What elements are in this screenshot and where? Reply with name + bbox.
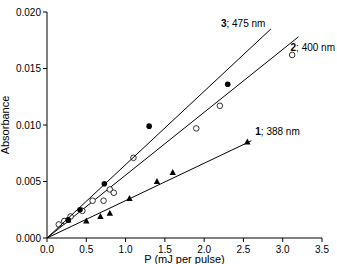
y-tick (43, 68, 47, 69)
y-tick-label: 0.020 (16, 7, 41, 18)
fit-line (47, 29, 271, 238)
point (126, 195, 132, 201)
point (77, 207, 83, 213)
point (90, 198, 96, 204)
fit-line (47, 37, 298, 238)
y-tick-label: 0.015 (16, 63, 41, 74)
y-tick (43, 238, 47, 239)
x-tick (282, 238, 283, 242)
x-axis-label: P (mJ per pulse) (144, 253, 225, 264)
x-tick-label: 3.5 (315, 244, 329, 255)
x-tick-label: 1.0 (119, 244, 133, 255)
fit-line (47, 141, 251, 238)
x-axis (47, 238, 322, 239)
point (102, 181, 108, 187)
y-tick (43, 181, 47, 182)
point (146, 123, 152, 129)
y-tick-label: 0.000 (16, 233, 41, 244)
point (244, 138, 250, 144)
point (97, 213, 103, 219)
point (65, 217, 71, 223)
x-tick (86, 238, 87, 242)
x-tick (125, 238, 126, 242)
x-tick-label: 2.5 (236, 244, 250, 255)
point (83, 218, 89, 224)
y-tick (43, 125, 47, 126)
chart: 0.00.51.01.52.02.53.03.50.0000.0050.0100… (0, 0, 337, 264)
x-tick (164, 238, 165, 242)
x-tick-label: 0.5 (79, 244, 93, 255)
point (193, 126, 199, 132)
point (154, 178, 160, 184)
point (225, 82, 231, 88)
point (101, 198, 107, 204)
x-tick (322, 238, 323, 242)
series-label: 3; 475 nm (221, 18, 265, 29)
x-tick-label: 3.0 (276, 244, 290, 255)
x-tick (204, 238, 205, 242)
y-tick-label: 0.005 (16, 176, 41, 187)
series-label: 1; 388 nm (255, 126, 299, 137)
point (289, 52, 295, 58)
series-label: 2; 400 nm (291, 42, 335, 53)
y-axis-label: Absorbance (0, 96, 11, 155)
series-wavelength: ; 475 nm (226, 18, 265, 29)
point (107, 210, 113, 216)
x-tick (243, 238, 244, 242)
series-wavelength: ; 400 nm (296, 42, 335, 53)
y-tick-label: 0.010 (16, 120, 41, 131)
x-tick-label: 0.0 (40, 244, 54, 255)
series-wavelength: ; 388 nm (261, 126, 300, 137)
x-tick (47, 238, 48, 242)
y-tick (43, 12, 47, 13)
point (170, 169, 176, 175)
point (111, 190, 117, 196)
point (217, 103, 223, 109)
